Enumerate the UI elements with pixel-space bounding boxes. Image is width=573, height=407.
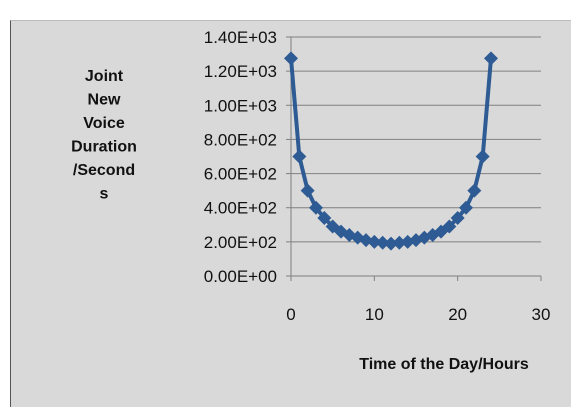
data-point-marker <box>484 51 498 66</box>
series-layer <box>284 51 498 251</box>
y-tick-label: 2.00E+02 <box>204 233 277 252</box>
y-tick-label: 4.00E+02 <box>204 199 277 218</box>
data-point-marker <box>442 219 457 234</box>
data-point-marker <box>450 210 465 225</box>
y-axis-title-line: s <box>100 186 109 203</box>
x-tick-label: 30 <box>532 305 551 324</box>
gridlines <box>291 36 541 243</box>
x-axis-title: Time of the Day/Hours <box>359 356 529 373</box>
x-tick-labels: 0 10 20 30 <box>286 305 550 324</box>
y-axis-title-line: New <box>88 92 121 109</box>
y-tick-label: 0.00E+00 <box>204 267 277 286</box>
y-tick-label: 8.00E+02 <box>204 130 277 149</box>
y-axis-title-line: Voice <box>83 115 125 132</box>
data-point-marker <box>367 234 382 249</box>
data-point-marker <box>459 200 473 215</box>
data-point-marker <box>475 149 490 164</box>
y-axis-title: Joint New Voice Duration/Second s <box>71 68 137 203</box>
y-tick-label: 1.00E+03 <box>204 96 277 115</box>
y-axis-title-line: Joint <box>85 68 124 85</box>
data-point-marker <box>292 149 307 164</box>
x-tick-label: 10 <box>365 305 384 324</box>
data-point-marker <box>467 183 482 198</box>
data-point-marker <box>384 236 398 251</box>
x-tick-label: 0 <box>286 305 295 324</box>
y-tick-labels: 0.00E+00 2.00E+02 4.00E+02 6.00E+02 8.00E+02… <box>204 28 277 286</box>
data-point-marker <box>317 210 332 225</box>
data-point-marker <box>284 51 298 66</box>
data-point-marker <box>392 235 407 250</box>
y-axis-title-line: /Second <box>73 162 135 179</box>
data-point-marker <box>375 235 390 250</box>
y-tick-label: 1.20E+03 <box>204 62 277 81</box>
y-tick-label: 6.00E+02 <box>204 165 277 184</box>
data-point-marker <box>300 183 315 198</box>
x-tick-label: 20 <box>448 305 467 324</box>
y-axis-title-line: Duration <box>71 139 137 156</box>
y-tick-label: 1.40E+03 <box>204 28 277 47</box>
data-point-marker <box>309 200 323 215</box>
chart-panel: 0.00E+00 2.00E+02 4.00E+02 6.00E+02 8.00E+02… <box>10 20 571 407</box>
line-chart: 0.00E+00 2.00E+02 4.00E+02 6.00E+02 8.00E+02… <box>71 28 550 373</box>
